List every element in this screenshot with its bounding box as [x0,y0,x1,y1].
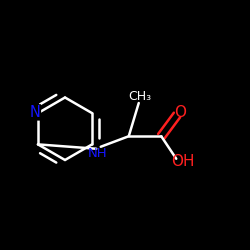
Text: OH: OH [171,154,194,169]
Text: CH₃: CH₃ [128,90,152,103]
Text: O: O [174,105,186,120]
Text: N: N [30,105,40,120]
Text: NH: NH [88,147,107,160]
